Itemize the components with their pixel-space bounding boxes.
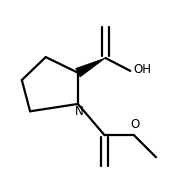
Polygon shape (76, 58, 105, 77)
Text: OH: OH (133, 63, 151, 76)
Text: N: N (74, 105, 83, 118)
Text: O: O (130, 118, 140, 131)
